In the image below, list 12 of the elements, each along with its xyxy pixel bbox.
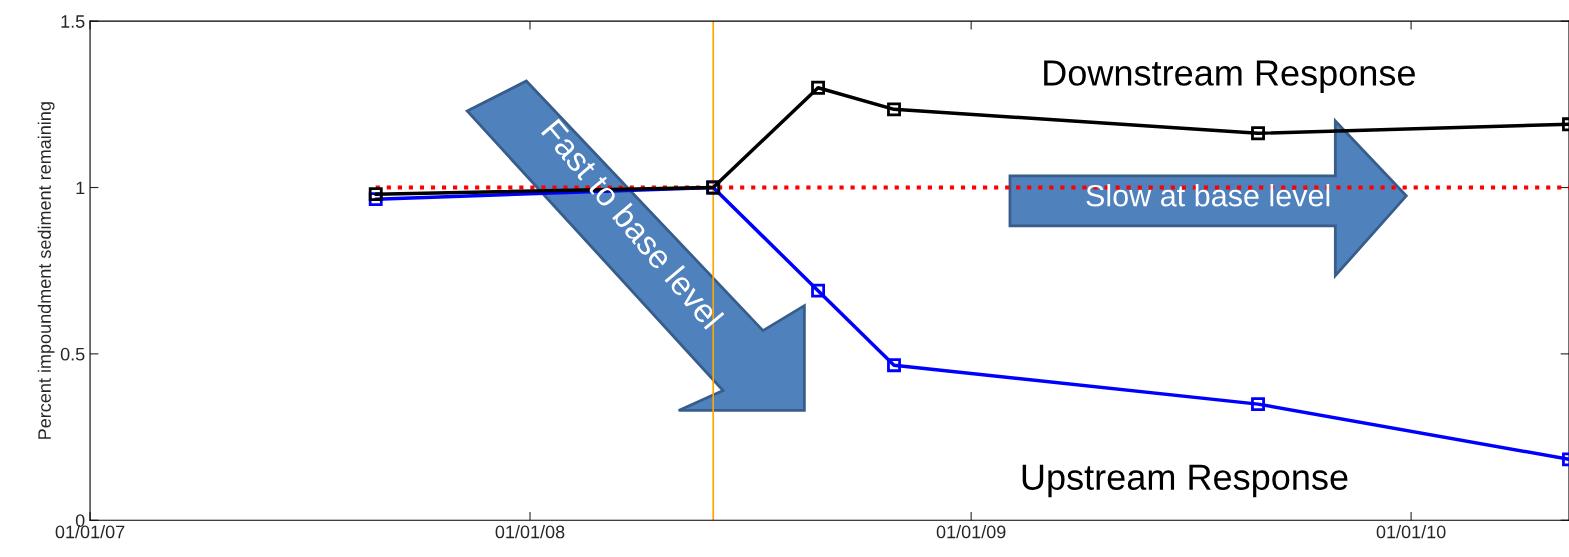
- x-tick-label: 01/01/10: [1376, 525, 1446, 539]
- y-axis-title: Percent impoundment sediment remaining: [37, 102, 55, 439]
- y-tick-label: 0.5: [60, 347, 85, 361]
- annotation: Slow at base level: [1086, 184, 1330, 207]
- x-tick-label: 01/01/08: [495, 525, 565, 539]
- series-label: Upstream Response: [1022, 464, 1348, 498]
- y-tick-label: 1: [76, 181, 85, 195]
- x-tick-label: 01/01/07: [55, 525, 125, 539]
- y-tick-label: 0: [75, 514, 85, 527]
- series-label: Downstream Response: [1044, 60, 1415, 93]
- y-tick-label: 1.5: [61, 15, 85, 28]
- x-tick-label: 01/01/09: [936, 525, 1006, 539]
